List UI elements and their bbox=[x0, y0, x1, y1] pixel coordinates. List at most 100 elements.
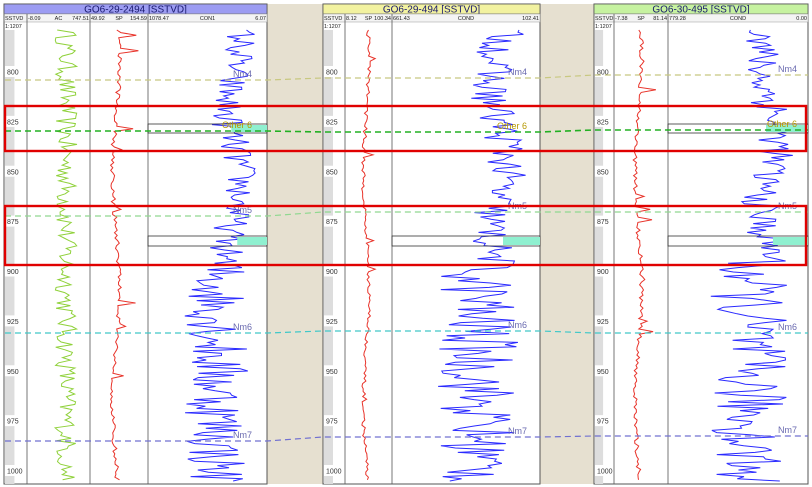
highlight-box-nm5 bbox=[3, 204, 808, 267]
depth-label-bg bbox=[595, 66, 613, 77]
depth-label-bg bbox=[595, 465, 613, 476]
marker-line-nm6[interactable] bbox=[5, 330, 808, 334]
sand-fill bbox=[231, 125, 267, 132]
depth-tick-label: 825 bbox=[597, 119, 609, 126]
well-title: GO6-29-494 [SSTVD] bbox=[383, 4, 480, 15]
curve-min-value: 8.12 bbox=[346, 16, 357, 22]
depth-label-bg bbox=[324, 215, 344, 227]
depth-label-bg bbox=[5, 415, 26, 427]
wells-layer: GO6-29-2494 [SSTVD] SSTVD 1:1207 800 825 850 8… bbox=[3, 3, 809, 485]
depth-tick-label: 950 bbox=[7, 369, 19, 376]
depth-track-header: SSTVD bbox=[5, 16, 23, 22]
well-title: GO6-29-2494 [SSTVD] bbox=[84, 4, 187, 15]
depth-label-bg bbox=[5, 66, 26, 77]
depth-tick-label: 925 bbox=[326, 319, 338, 326]
curve-min-value: 779.28 bbox=[669, 16, 686, 22]
depth-track-header: SSTVD bbox=[324, 16, 342, 22]
depth-tick-label: 950 bbox=[597, 369, 609, 376]
depth-label-bg bbox=[5, 115, 26, 127]
depth-label-bg bbox=[324, 165, 344, 177]
depth-tick-label: 825 bbox=[326, 119, 338, 126]
marker-label: Nm5 bbox=[233, 205, 252, 215]
depth-tick-label: 900 bbox=[7, 269, 19, 276]
depth-label-bg bbox=[5, 365, 26, 377]
curve-name: COND bbox=[458, 16, 474, 22]
depth-tick-label: 800 bbox=[326, 70, 338, 77]
well-frame bbox=[3, 3, 268, 485]
curve-name: SP bbox=[637, 16, 645, 22]
marker-line-other-6[interactable] bbox=[5, 129, 808, 133]
depth-track-fill bbox=[595, 30, 604, 484]
depth-label-bg bbox=[5, 465, 26, 476]
well-gap-1 bbox=[267, 4, 323, 484]
marker-line-nm7[interactable] bbox=[5, 435, 808, 442]
depth-label-bg bbox=[324, 115, 344, 127]
sand-fill bbox=[237, 237, 267, 245]
depth-tick-label: 875 bbox=[597, 219, 609, 226]
depth-tick-label: 1000 bbox=[597, 469, 613, 476]
depth-tick-label: 975 bbox=[7, 419, 19, 426]
curve-max-value: 6.07 bbox=[255, 16, 266, 22]
depth-tick-label: 850 bbox=[326, 169, 338, 176]
well-2: GO6-29-494 [SSTVD] SSTVD 1:1207 800 825 850 87… bbox=[322, 3, 541, 485]
depth-tick-label: 825 bbox=[7, 119, 19, 126]
depth-tick-label: 1000 bbox=[326, 469, 342, 476]
curve-max-value: 81.14 bbox=[653, 16, 667, 22]
depth-tick-label: 975 bbox=[597, 419, 609, 426]
well-gap-2 bbox=[540, 4, 594, 484]
depth-tick-label: 1000 bbox=[7, 469, 23, 476]
depth-tick-label: 900 bbox=[326, 269, 338, 276]
depth-label-bg bbox=[5, 165, 26, 177]
depth-label-bg bbox=[324, 465, 344, 476]
marker-label: Nm7 bbox=[508, 426, 527, 436]
curve-min-value: 661.43 bbox=[393, 16, 410, 22]
depth-scale-label: 1:1207 bbox=[5, 24, 22, 30]
marker-label: Nm7 bbox=[778, 425, 797, 435]
depth-scale-label: 1:1207 bbox=[595, 24, 612, 30]
well-1: GO6-29-2494 [SSTVD] SSTVD 1:1207 800 825 850 8… bbox=[3, 3, 268, 485]
curve-name: CON1 bbox=[200, 16, 215, 22]
depth-track-fill bbox=[5, 30, 15, 484]
depth-label-bg bbox=[595, 115, 613, 127]
curve-name: COND bbox=[730, 16, 746, 22]
marker-label: Nm7 bbox=[233, 430, 252, 440]
marker-label: Nm6 bbox=[508, 320, 527, 330]
depth-track-fill bbox=[324, 30, 333, 484]
depth-tick-label: 800 bbox=[597, 70, 609, 77]
depth-tick-label: 950 bbox=[326, 369, 338, 376]
curve-min-value: 49.92 bbox=[91, 16, 105, 22]
depth-tick-label: 875 bbox=[326, 219, 338, 226]
depth-label-bg bbox=[5, 315, 26, 327]
depth-tick-label: 850 bbox=[597, 169, 609, 176]
curve-name: SP bbox=[115, 16, 123, 22]
curve-max-value: 0.00 bbox=[796, 16, 807, 22]
depth-label-bg bbox=[5, 215, 26, 227]
marker-label: Other 6 bbox=[767, 119, 797, 129]
marker-label: Nm4 bbox=[778, 64, 797, 74]
depth-label-bg bbox=[324, 66, 344, 77]
depth-label-bg bbox=[324, 315, 344, 327]
curve-max-value: 100.34 bbox=[374, 16, 391, 22]
curve-name: AC bbox=[55, 16, 63, 22]
sand-fill bbox=[773, 237, 808, 245]
depth-label-bg bbox=[595, 215, 613, 227]
marker-line-nm4[interactable] bbox=[5, 74, 808, 81]
depth-label-bg bbox=[595, 365, 613, 377]
curve-min-value: -7.38 bbox=[615, 16, 628, 22]
marker-label: Nm6 bbox=[233, 322, 252, 332]
depth-track-header: SSTVD bbox=[595, 16, 613, 22]
sand-fill bbox=[503, 237, 540, 245]
marker-label: Nm4 bbox=[233, 69, 252, 79]
highlight-box-other6 bbox=[3, 104, 808, 153]
sand-fill bbox=[766, 125, 808, 132]
well-title: GO6-30-495 [SSTVD] bbox=[652, 4, 749, 15]
depth-tick-label: 925 bbox=[7, 319, 19, 326]
depth-label-bg bbox=[5, 265, 26, 277]
marker-line-nm5[interactable] bbox=[5, 211, 808, 217]
marker-label: Other 6 bbox=[497, 121, 527, 131]
depth-label-bg bbox=[595, 165, 613, 177]
curve-max-value: 747.51 bbox=[72, 16, 89, 22]
depth-tick-label: 875 bbox=[7, 219, 19, 226]
